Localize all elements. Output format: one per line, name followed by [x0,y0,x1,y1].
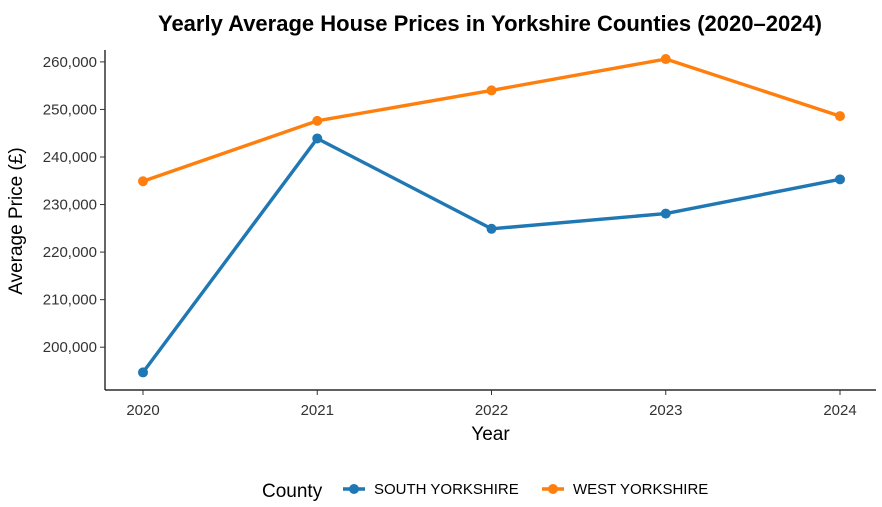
series-line-south-yorkshire [141,136,842,375]
y-tick-label: 200,000 [43,339,97,356]
data-point-south-yorkshire [835,174,845,185]
y-tick-label: 260,000 [43,54,97,71]
data-point-south-yorkshire [138,367,148,378]
legend-title: County [262,481,323,502]
y-axis-title: Average Price (£) [6,147,27,295]
legend: County SOUTH YORKSHIRE WEST YORKSHIRE [262,481,708,502]
data-point-south-yorkshire [312,133,323,144]
legend-label-south-yorkshire: SOUTH YORKSHIRE [374,481,519,498]
x-tick-label: 2020 [126,402,159,419]
y-tick-label: 210,000 [43,292,97,309]
data-point-west-yorkshire [660,54,671,65]
plot-area: 200,000 210,000 220,000 230,000 240,000 250,0… [43,50,876,419]
x-tick-label: 2021 [301,402,334,419]
legend-label-west-yorkshire: WEST YORKSHIRE [573,481,708,498]
data-point-west-yorkshire [486,85,497,96]
y-tick-label: 240,000 [43,149,97,166]
data-point-south-yorkshire [660,208,671,219]
x-axis-title: Year [471,424,510,445]
data-point-west-yorkshire [312,115,323,126]
x-tick-label: 2023 [649,402,682,419]
data-point-south-yorkshire [486,223,497,234]
y-tick-label: 250,000 [43,101,97,118]
legend-key-point-south-yorkshire [349,484,359,494]
data-point-west-yorkshire [138,176,148,187]
legend-key-point-west-yorkshire [548,484,558,494]
y-tick-label: 230,000 [43,197,97,214]
data-point-west-yorkshire [835,111,845,122]
y-tick-label: 220,000 [43,244,97,261]
x-tick-label: 2022 [475,402,508,419]
chart-title: Yearly Average House Prices in Yorkshire… [158,11,822,36]
x-tick-label: 2024 [823,402,856,419]
series-line-west-yorkshire [141,57,842,183]
